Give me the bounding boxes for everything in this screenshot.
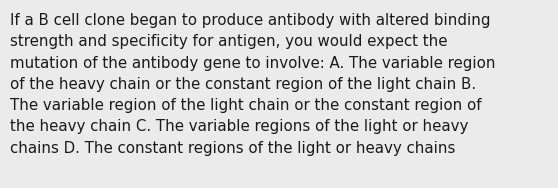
Text: If a B cell clone began to produce antibody with altered binding
strength and sp: If a B cell clone began to produce antib… [10, 13, 496, 156]
